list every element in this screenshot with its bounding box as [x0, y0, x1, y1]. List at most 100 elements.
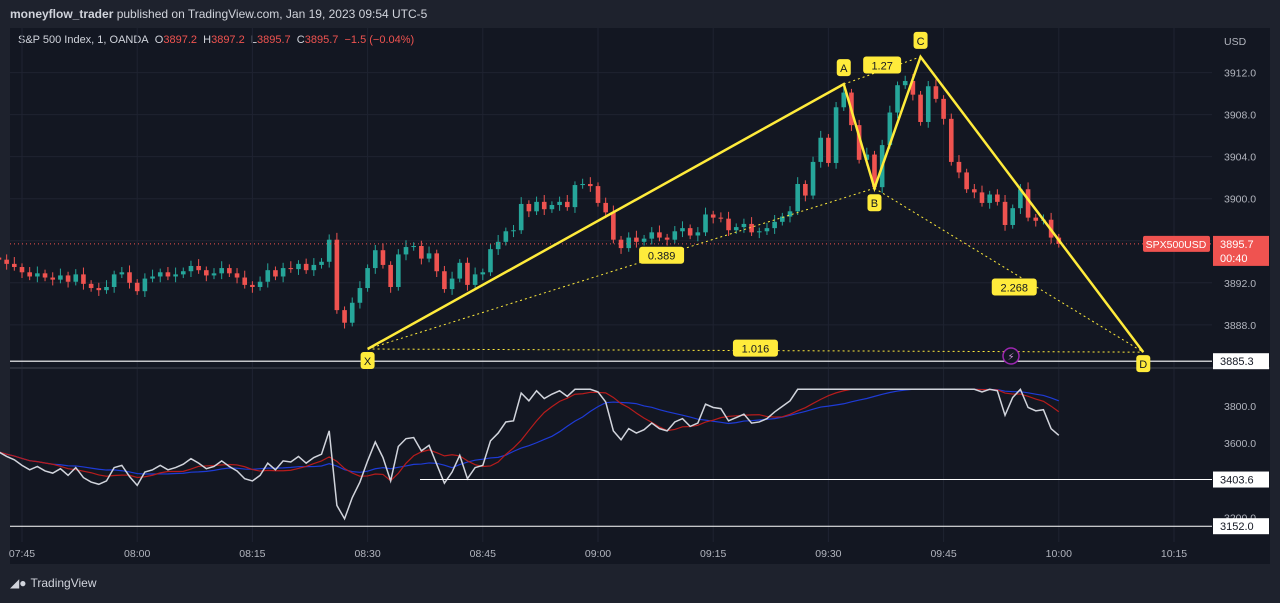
- svg-text:SPX500USD: SPX500USD: [1146, 239, 1207, 251]
- change-value: −1.5 (−0.04%): [344, 34, 415, 46]
- time-axis[interactable]: [10, 542, 1270, 564]
- candle-body: [157, 272, 163, 277]
- svg-text:3403.6: 3403.6: [1220, 475, 1254, 487]
- candle-body: [511, 230, 516, 232]
- pattern-point-label[interactable]: X: [360, 352, 375, 369]
- candle-body: [795, 183, 800, 212]
- candle-body: [895, 85, 900, 113]
- price-tick-label: 3900.0: [1224, 194, 1256, 206]
- ratio-label[interactable]: 0.389: [639, 246, 685, 264]
- candle-body: [534, 201, 539, 212]
- candle-body: [718, 217, 724, 219]
- candle-body: [311, 264, 317, 271]
- price-tick-label: 3904.0: [1224, 152, 1256, 164]
- candle-body: [756, 231, 762, 233]
- svg-text:D: D: [1139, 359, 1147, 371]
- pattern-point-label[interactable]: B: [867, 194, 882, 212]
- candle-body: [196, 265, 201, 271]
- pattern-ratio-line: [874, 187, 1144, 353]
- pattern-point-label[interactable]: C: [913, 31, 928, 49]
- candle-body: [334, 239, 340, 311]
- candle-body: [841, 92, 847, 108]
- time-tick-label: 09:15: [700, 548, 726, 560]
- high-label: H: [203, 34, 212, 46]
- candle-body: [19, 267, 25, 273]
- time-tick-label: 08:15: [239, 548, 265, 560]
- candle-body: [419, 246, 424, 259]
- candle-body: [1025, 189, 1031, 218]
- candle-body: [772, 221, 777, 229]
- price-tick-label: 3908.0: [1224, 110, 1256, 122]
- author-name[interactable]: moneyflow_trader: [10, 7, 114, 21]
- candle-body: [526, 203, 532, 212]
- open-label: O: [154, 34, 164, 46]
- oscillator-lower-tag[interactable]: 3152.0: [1213, 518, 1269, 535]
- oscillator-tick-label: 3600.0: [1224, 438, 1256, 450]
- candle-body: [603, 202, 608, 213]
- candle-body: [687, 228, 693, 236]
- oscillator-slow-line: [0, 388, 1060, 475]
- candle-body: [910, 80, 916, 95]
- time-tick-label: 08:45: [470, 548, 496, 560]
- candle-body: [972, 189, 977, 193]
- candle-body: [457, 262, 463, 279]
- candle-body: [357, 288, 363, 303]
- candle-body: [618, 239, 624, 249]
- svg-text:0.389: 0.389: [648, 251, 676, 263]
- pattern-point-label[interactable]: A: [836, 59, 851, 77]
- svg-text:3152.0: 3152.0: [1220, 521, 1254, 533]
- candle-body: [173, 274, 178, 277]
- candle-body: [941, 98, 946, 119]
- candle-body: [319, 261, 324, 265]
- candle-body: [933, 86, 939, 99]
- candle-body: [42, 273, 48, 278]
- candle-body: [1002, 201, 1008, 225]
- candle-body: [403, 247, 409, 255]
- candle-body: [664, 237, 670, 240]
- alert-bolt-icon[interactable]: ⚡: [1002, 347, 1020, 365]
- candle-body: [111, 274, 117, 287]
- candle-body: [426, 253, 432, 259]
- candle-body: [234, 273, 240, 278]
- svg-text:3885.3: 3885.3: [1220, 356, 1254, 368]
- candle-body: [326, 239, 332, 262]
- last-price-tag[interactable]: SPX500USD 3895.7 00:40: [1143, 235, 1269, 266]
- ratio-label[interactable]: 2.268: [991, 278, 1037, 296]
- candle-body: [649, 232, 655, 239]
- candle-body: [96, 288, 102, 291]
- candle-body: [611, 212, 616, 240]
- candle-body: [733, 227, 739, 231]
- price-axis[interactable]: [1212, 28, 1270, 542]
- low-value: 3895.7: [256, 34, 291, 46]
- candle-body: [833, 107, 839, 163]
- candle-body: [250, 284, 255, 287]
- candle-body: [142, 278, 148, 292]
- candle-body: [749, 223, 754, 233]
- time-tick-label: 07:45: [9, 548, 35, 560]
- tradingview-footer[interactable]: ◢● TradingView: [10, 576, 97, 590]
- candle-body: [204, 270, 209, 276]
- candle-body: [242, 277, 248, 285]
- candle-body: [58, 275, 63, 280]
- candle-body: [73, 274, 79, 282]
- candle-body: [987, 194, 992, 203]
- ratio-label[interactable]: 1.016: [732, 339, 778, 357]
- symbol-title[interactable]: S&P 500 Index, 1, OANDA: [18, 34, 149, 46]
- oscillator-upper-tag[interactable]: 3403.6: [1213, 471, 1269, 488]
- pattern-point-label[interactable]: D: [1136, 355, 1151, 373]
- pattern-ratio-line: [367, 187, 875, 350]
- time-tick-label: 09:45: [930, 548, 956, 560]
- time-tick-label: 08:30: [354, 548, 380, 560]
- svg-text:00:40: 00:40: [1220, 253, 1248, 265]
- candle-body: [180, 271, 186, 275]
- candle-body: [948, 118, 954, 162]
- time-tick-label: 09:00: [585, 548, 611, 560]
- candle-body: [672, 231, 678, 240]
- candle-body: [411, 246, 416, 248]
- candle-body: [726, 218, 731, 231]
- level-price-tag[interactable]: 3885.3: [1213, 353, 1269, 370]
- candle-body: [995, 194, 1000, 202]
- candle-body: [442, 271, 447, 290]
- ratio-label[interactable]: 1.27: [863, 56, 902, 74]
